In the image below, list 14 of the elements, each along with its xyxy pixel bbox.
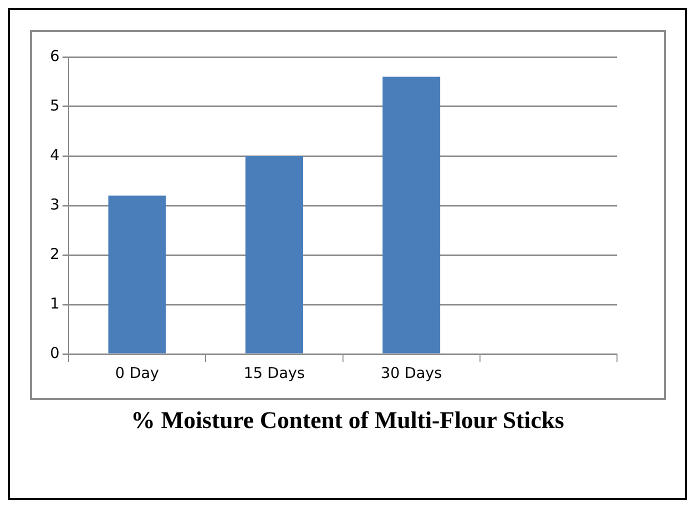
x-tick-label: 0 Day — [115, 364, 160, 382]
x-tick-label: 15 Days — [244, 364, 306, 382]
bar — [108, 196, 166, 354]
y-tick-label: 4 — [50, 146, 60, 164]
y-tick-label: 6 — [50, 46, 60, 65]
y-tick-label: 0 — [50, 344, 60, 362]
y-tick-label: 1 — [50, 294, 60, 312]
bar — [382, 76, 440, 354]
text: % Moisture Content of Multi-Flour Sticks — [130, 408, 566, 435]
y-tick-label: 2 — [50, 244, 60, 263]
bar — [245, 156, 304, 354]
y-tick-label: 5 — [50, 96, 60, 114]
x-tick-label: 30 Days — [380, 364, 442, 382]
y-tick-label: 3 — [50, 195, 60, 214]
